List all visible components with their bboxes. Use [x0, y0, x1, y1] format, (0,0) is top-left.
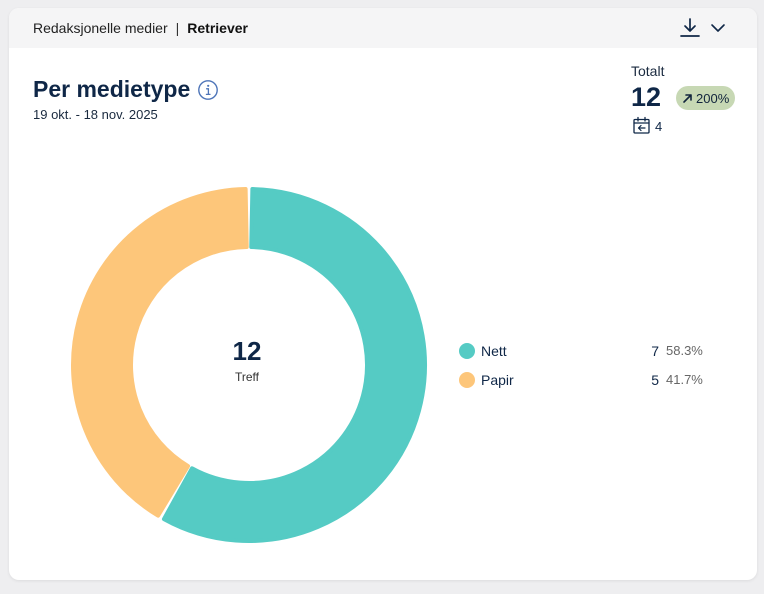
legend-item-nett[interactable]: Nett 7 58.3%	[459, 341, 709, 361]
legend-label: Nett	[481, 343, 507, 359]
change-value: 200%	[696, 90, 730, 106]
arrow-up-right-icon	[683, 93, 692, 103]
donut-slice-nett[interactable]	[161, 187, 427, 543]
widget-title: Per medietype	[33, 76, 191, 102]
change-badge: 200%	[676, 86, 736, 110]
legend-percent: 58.3%	[666, 343, 703, 358]
donut-center-value: 12	[232, 336, 262, 366]
donut-chart	[71, 187, 427, 543]
legend-count: 5	[651, 372, 659, 388]
card-header: Redaksjonelle medier | Retriever	[9, 8, 757, 48]
total-label: Totalt	[631, 63, 665, 79]
donut-center-label: Treff	[234, 370, 259, 384]
date-range: 19 okt. - 18 nov. 2025	[33, 107, 158, 122]
breadcrumb: Redaksjonelle medier | Retriever	[33, 20, 248, 36]
previous-period-value: 4	[655, 119, 663, 134]
chart-card: Redaksjonelle medier | Retriever Per medie…	[9, 8, 757, 580]
info-icon[interactable]	[197, 79, 219, 101]
legend-item-papir[interactable]: Papir 5 41.7%	[459, 370, 709, 390]
breadcrumb-separator: |	[175, 20, 180, 36]
calendar-icon	[633, 116, 650, 134]
legend-percent: 41.7%	[666, 372, 703, 387]
chevron-down-icon[interactable]	[706, 16, 730, 40]
legend-count: 7	[651, 343, 659, 359]
donut-slice-papir[interactable]	[71, 187, 249, 518]
legend-dot	[459, 372, 475, 388]
download-icon[interactable]	[678, 16, 702, 40]
total-value: 12	[631, 82, 662, 112]
legend-label: Papir	[481, 372, 514, 388]
breadcrumb-current: Retriever	[187, 20, 248, 36]
breadcrumb-parent[interactable]: Redaksjonelle medier	[33, 20, 168, 36]
legend-dot	[459, 343, 475, 359]
